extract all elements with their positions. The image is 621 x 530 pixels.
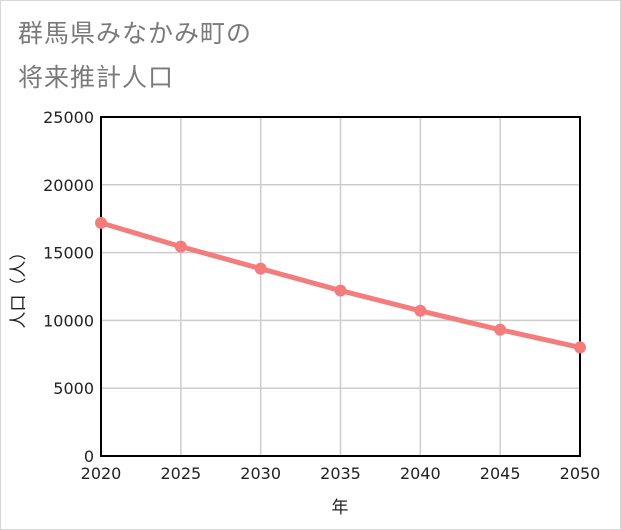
chart-title-line-1: 群馬県みなかみ町の — [18, 19, 253, 48]
y-axis-label: 人口（人） — [9, 244, 29, 329]
chart-title-line-2: 将来推計人口 — [18, 63, 175, 92]
x-axis-label: 年 — [332, 498, 349, 518]
x-tick-label: 2050 — [560, 464, 601, 483]
x-tick-label: 2030 — [240, 464, 281, 483]
x-tick-label: 2035 — [320, 464, 361, 483]
plot-area-border — [100, 116, 581, 457]
data-point-2045[interactable] — [494, 323, 507, 336]
x-tick-label: 2040 — [400, 464, 441, 483]
y-tick-label: 5000 — [53, 379, 94, 398]
data-point-2025[interactable] — [174, 240, 187, 253]
y-tick-label: 15000 — [43, 244, 94, 263]
y-axis-ticks: 0 5000 10000 15000 20000 25000 — [43, 108, 94, 466]
x-tick-label: 2020 — [81, 464, 122, 483]
y-tick-label: 0 — [84, 447, 94, 466]
data-point-2050[interactable] — [574, 341, 586, 354]
series-points — [95, 216, 586, 354]
x-axis-ticks: 2020 2025 2030 2035 2040 2045 2050 — [81, 464, 601, 483]
y-tick-label: 10000 — [43, 311, 94, 330]
y-tick-label: 25000 — [43, 108, 94, 127]
data-point-2035[interactable] — [334, 284, 347, 297]
x-tick-label: 2045 — [480, 464, 521, 483]
data-point-2040[interactable] — [414, 304, 427, 317]
data-point-2020[interactable] — [95, 216, 107, 229]
data-point-2030[interactable] — [254, 262, 267, 275]
x-tick-label: 2025 — [160, 464, 201, 483]
y-tick-label: 20000 — [43, 176, 94, 195]
